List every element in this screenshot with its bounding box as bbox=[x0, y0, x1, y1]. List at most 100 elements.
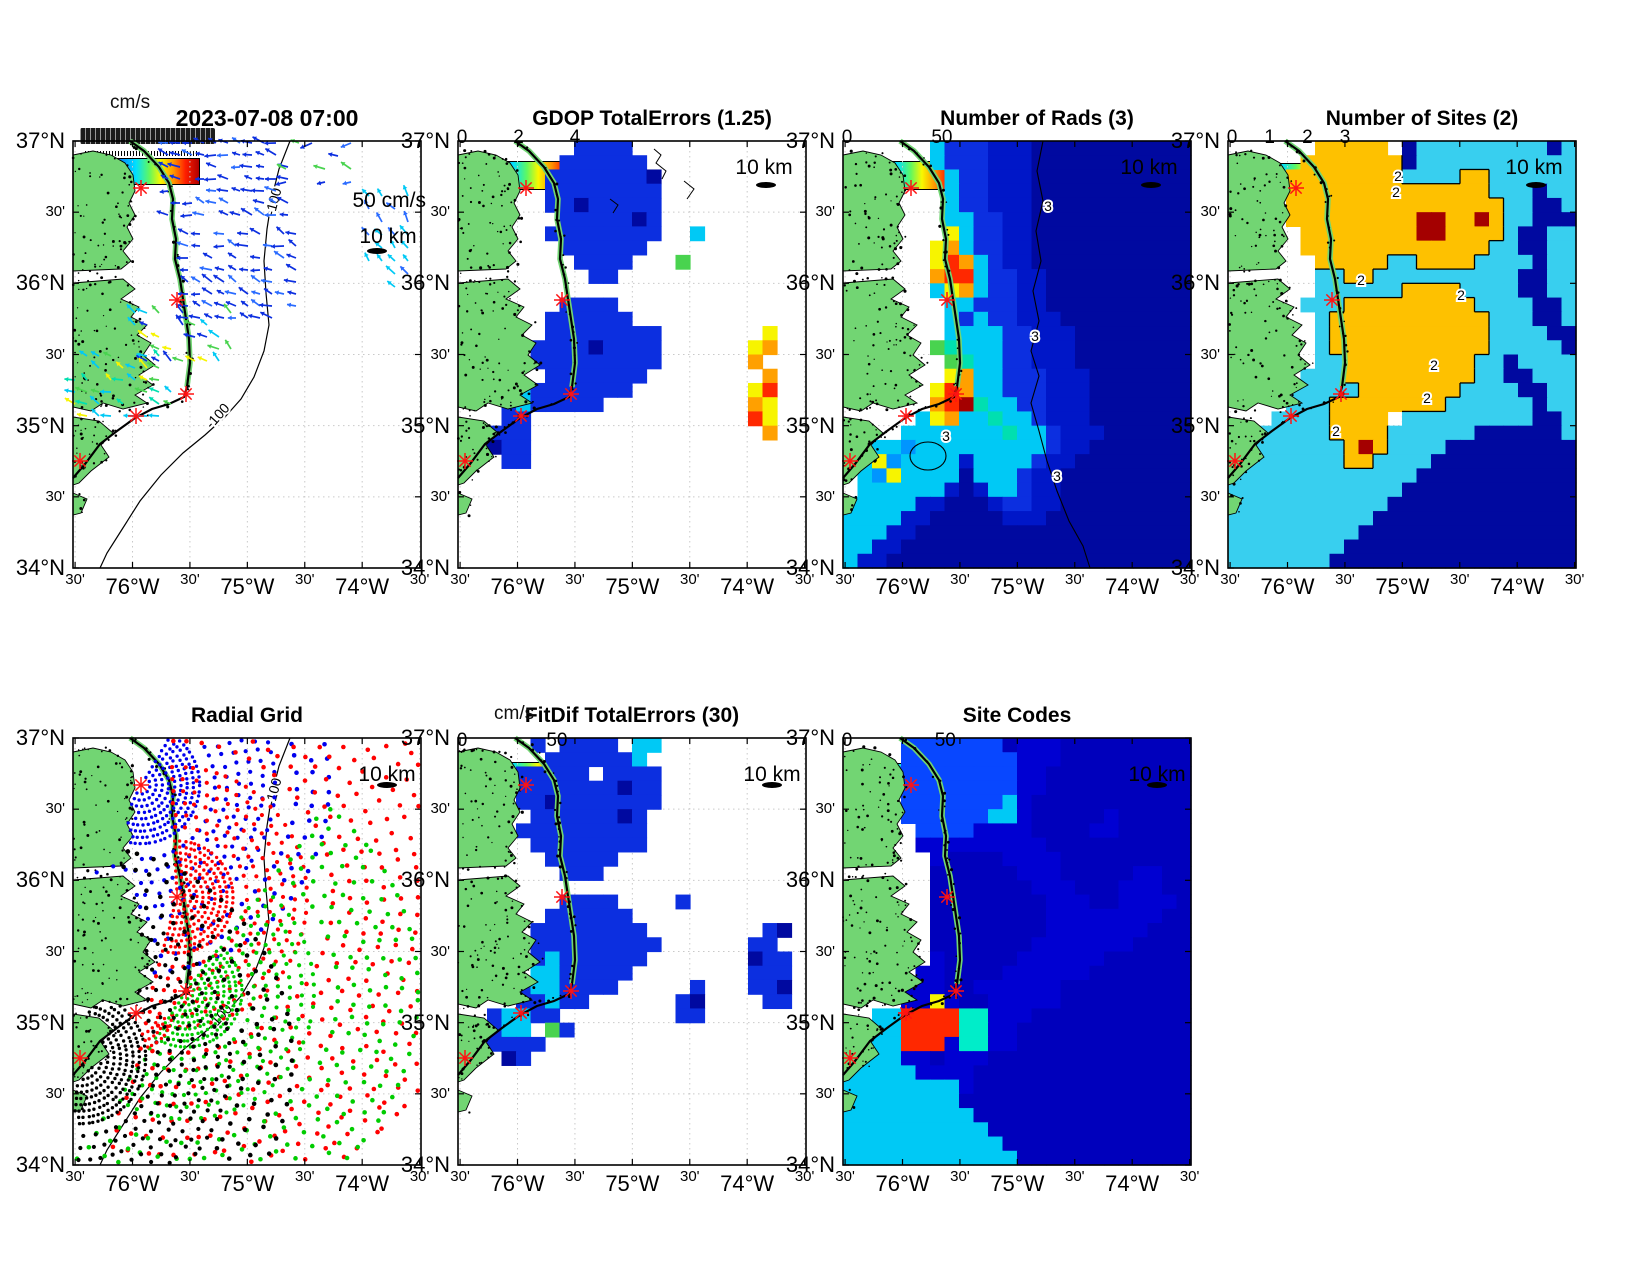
x-tick-label: 30' bbox=[565, 1168, 585, 1185]
distance-scale-label: 10 km bbox=[358, 763, 416, 786]
y-tick-label: 35°N bbox=[1170, 412, 1220, 438]
y-tick-label: 37°N bbox=[785, 725, 835, 750]
panel7-title: Site Codes bbox=[962, 704, 1072, 727]
colorbar-tick-label: 50 bbox=[931, 127, 953, 148]
y-tick-label: 37°N bbox=[400, 128, 450, 153]
contour-label: 2 bbox=[1430, 357, 1438, 373]
x-tick-label: 30' bbox=[565, 571, 585, 588]
y-tick-label: 35°N bbox=[785, 412, 835, 438]
y-tick-label: 30' bbox=[45, 942, 65, 960]
y-tick-label: 36°N bbox=[400, 270, 450, 296]
panel6-title: FitDif TotalErrors (30) bbox=[524, 704, 740, 727]
distance-scale-label: 10 km bbox=[1120, 156, 1178, 179]
panel2-title: GDOP TotalErrors (1.25) bbox=[532, 107, 772, 130]
contour-label: 3 bbox=[1053, 468, 1061, 484]
y-tick-label: 34°N bbox=[400, 1152, 450, 1177]
contour-label: 3 bbox=[942, 428, 950, 444]
contour-label: -100 bbox=[202, 400, 233, 432]
contour-label: 2 bbox=[1392, 184, 1400, 200]
x-tick-label: 74°W bbox=[720, 574, 775, 599]
x-tick-label: 75°W bbox=[605, 574, 660, 599]
x-tick-label: 74°W bbox=[335, 574, 390, 599]
colorbar-tick-label: 0 bbox=[841, 730, 853, 751]
y-tick-label: 35°N bbox=[15, 412, 65, 438]
y-tick-label: 34°N bbox=[400, 555, 450, 580]
panel6-colorbar-unit: cm/s bbox=[494, 703, 535, 724]
distance-scale-label: 10 km bbox=[735, 156, 793, 179]
x-tick-label: 76°W bbox=[105, 1171, 160, 1196]
y-tick-label: 36°N bbox=[785, 270, 835, 296]
panel5-title: Radial Grid bbox=[190, 704, 304, 727]
colorbar-tick-label: 50 bbox=[934, 730, 956, 751]
panel1-title: 2023-07-08 07:00 bbox=[175, 105, 359, 131]
x-tick-label: 74°W bbox=[335, 1171, 390, 1196]
y-tick-label: 30' bbox=[430, 1084, 450, 1102]
y-tick-label: 30' bbox=[430, 487, 450, 505]
contour-label: 2 bbox=[1423, 390, 1431, 406]
x-tick-label: 76°W bbox=[1260, 574, 1315, 599]
colorbar-tick-label: 50 bbox=[546, 730, 568, 751]
x-tick-label: 30' bbox=[679, 571, 700, 588]
speed-scale-label: 50 cm/s bbox=[352, 189, 426, 212]
x-tick-label: 30' bbox=[950, 1168, 970, 1185]
colorbar-tick-label: 2 bbox=[1302, 127, 1313, 148]
colorbar-tick-label: 1 bbox=[1264, 127, 1275, 148]
x-tick-label: 30' bbox=[294, 1168, 315, 1185]
y-tick-label: 30' bbox=[45, 203, 65, 221]
panel1-colorbar-unit: cm/s bbox=[110, 92, 151, 113]
colorbar-tick-label: 0 bbox=[841, 127, 853, 148]
x-tick-label: 76°W bbox=[105, 574, 160, 599]
y-tick-label: 37°N bbox=[15, 128, 65, 153]
y-tick-label: 30' bbox=[45, 345, 65, 363]
y-tick-label: 34°N bbox=[15, 1152, 65, 1177]
x-tick-label: 30' bbox=[1335, 571, 1355, 588]
distance-scale-bar bbox=[1141, 182, 1161, 188]
panel-plot-fitdif bbox=[457, 735, 807, 1166]
y-tick-label: 37°N bbox=[400, 725, 450, 750]
y-tick-label: 36°N bbox=[1170, 270, 1220, 296]
x-tick-label: 30' bbox=[794, 571, 815, 588]
x-tick-label: 30' bbox=[679, 1168, 700, 1185]
x-tick-label: 30' bbox=[294, 571, 315, 588]
distance-scale-bar bbox=[762, 782, 782, 788]
x-tick-label: 30' bbox=[180, 1168, 200, 1185]
x-tick-label: 30' bbox=[794, 1168, 815, 1185]
distance-scale-bar bbox=[756, 182, 776, 188]
contour-label: 3 bbox=[1044, 198, 1052, 214]
contour-label: 2 bbox=[1457, 287, 1465, 303]
y-tick-label: 30' bbox=[430, 203, 450, 221]
y-tick-label: 37°N bbox=[15, 725, 65, 750]
y-tick-label: 30' bbox=[815, 203, 835, 221]
distance-scale-bar bbox=[1147, 782, 1167, 788]
y-tick-label: 30' bbox=[430, 800, 450, 818]
y-tick-label: 37°N bbox=[1170, 128, 1220, 153]
x-tick-label: 74°W bbox=[1490, 574, 1545, 599]
x-tick-label: 76°W bbox=[490, 574, 545, 599]
x-tick-label: 30' bbox=[409, 1168, 430, 1185]
contour-label: 2 bbox=[1357, 272, 1365, 288]
x-tick-label: 30' bbox=[65, 571, 85, 588]
distance-scale-bar bbox=[1526, 182, 1546, 188]
panel-plot-site_codes bbox=[842, 735, 1192, 1166]
y-tick-label: 30' bbox=[815, 800, 835, 818]
colorbar-tick-label: 0 bbox=[456, 127, 468, 148]
x-tick-label: 76°W bbox=[875, 574, 930, 599]
x-tick-label: 30' bbox=[1220, 571, 1240, 588]
x-tick-label: 75°W bbox=[1375, 574, 1430, 599]
contour-label: -100 bbox=[262, 776, 285, 807]
contour-label: 2 bbox=[1332, 423, 1340, 439]
y-tick-label: 30' bbox=[815, 942, 835, 960]
x-tick-label: 30' bbox=[950, 571, 970, 588]
x-tick-label: 30' bbox=[409, 571, 430, 588]
y-tick-label: 30' bbox=[45, 800, 65, 818]
y-tick-label: 30' bbox=[1200, 203, 1220, 221]
x-tick-label: 30' bbox=[1564, 571, 1585, 588]
y-tick-label: 30' bbox=[430, 345, 450, 363]
y-tick-label: 36°N bbox=[400, 867, 450, 893]
panel-plot-gdop bbox=[456, 138, 807, 569]
x-tick-label: 30' bbox=[450, 1168, 470, 1185]
colorbar-tick-label: 3 bbox=[1339, 127, 1351, 148]
x-tick-label: 30' bbox=[1064, 571, 1085, 588]
x-tick-label: 30' bbox=[1064, 1168, 1085, 1185]
